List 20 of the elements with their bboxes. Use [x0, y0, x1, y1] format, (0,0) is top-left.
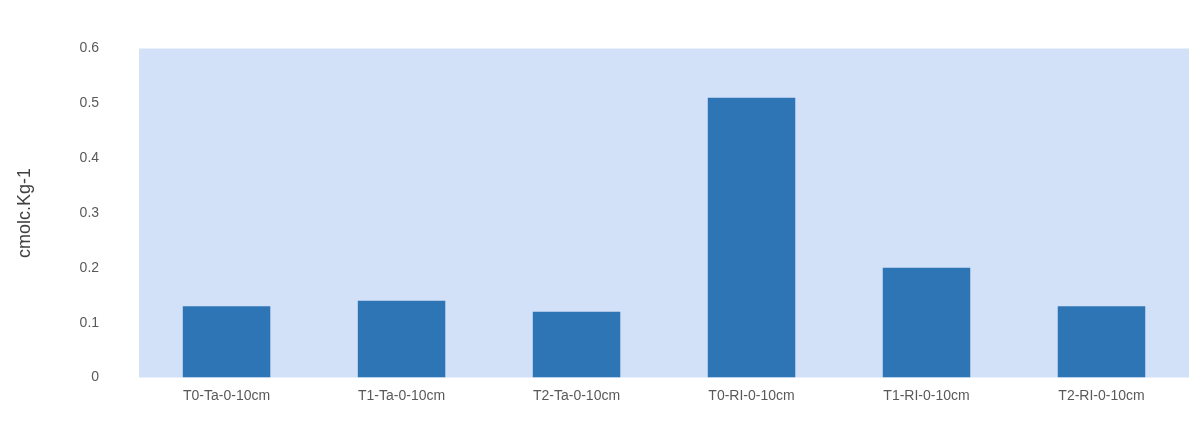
bar: [707, 97, 796, 378]
bar: [882, 267, 971, 378]
y-tick-label: 0.6: [79, 39, 100, 56]
bar: [532, 311, 621, 378]
x-tick-label: T0-RI-0-10cm: [708, 386, 795, 403]
x-tick-label: T2-RI-0-10cm: [1058, 386, 1145, 403]
x-tick-label: T1-RI-0-10cm: [883, 386, 970, 403]
bar: [1057, 306, 1146, 378]
x-tick-label: T1-Ta-0-10cm: [357, 386, 446, 403]
y-axis-title: cmolc.Kg-1: [13, 167, 34, 259]
y-tick-label: 0.3: [79, 203, 100, 220]
y-tick-label: 0: [91, 368, 100, 385]
y-tick-label: 0.1: [79, 313, 100, 330]
x-tick-label: T0-Ta-0-10cm: [182, 386, 271, 403]
y-tick-label: 0.4: [79, 148, 100, 165]
y-tick-label: 0.2: [79, 258, 100, 275]
bar: [357, 300, 446, 378]
x-tick-label: T2-Ta-0-10cm: [532, 386, 621, 403]
y-tick-label: 0.5: [79, 94, 100, 111]
bar: [182, 306, 271, 378]
